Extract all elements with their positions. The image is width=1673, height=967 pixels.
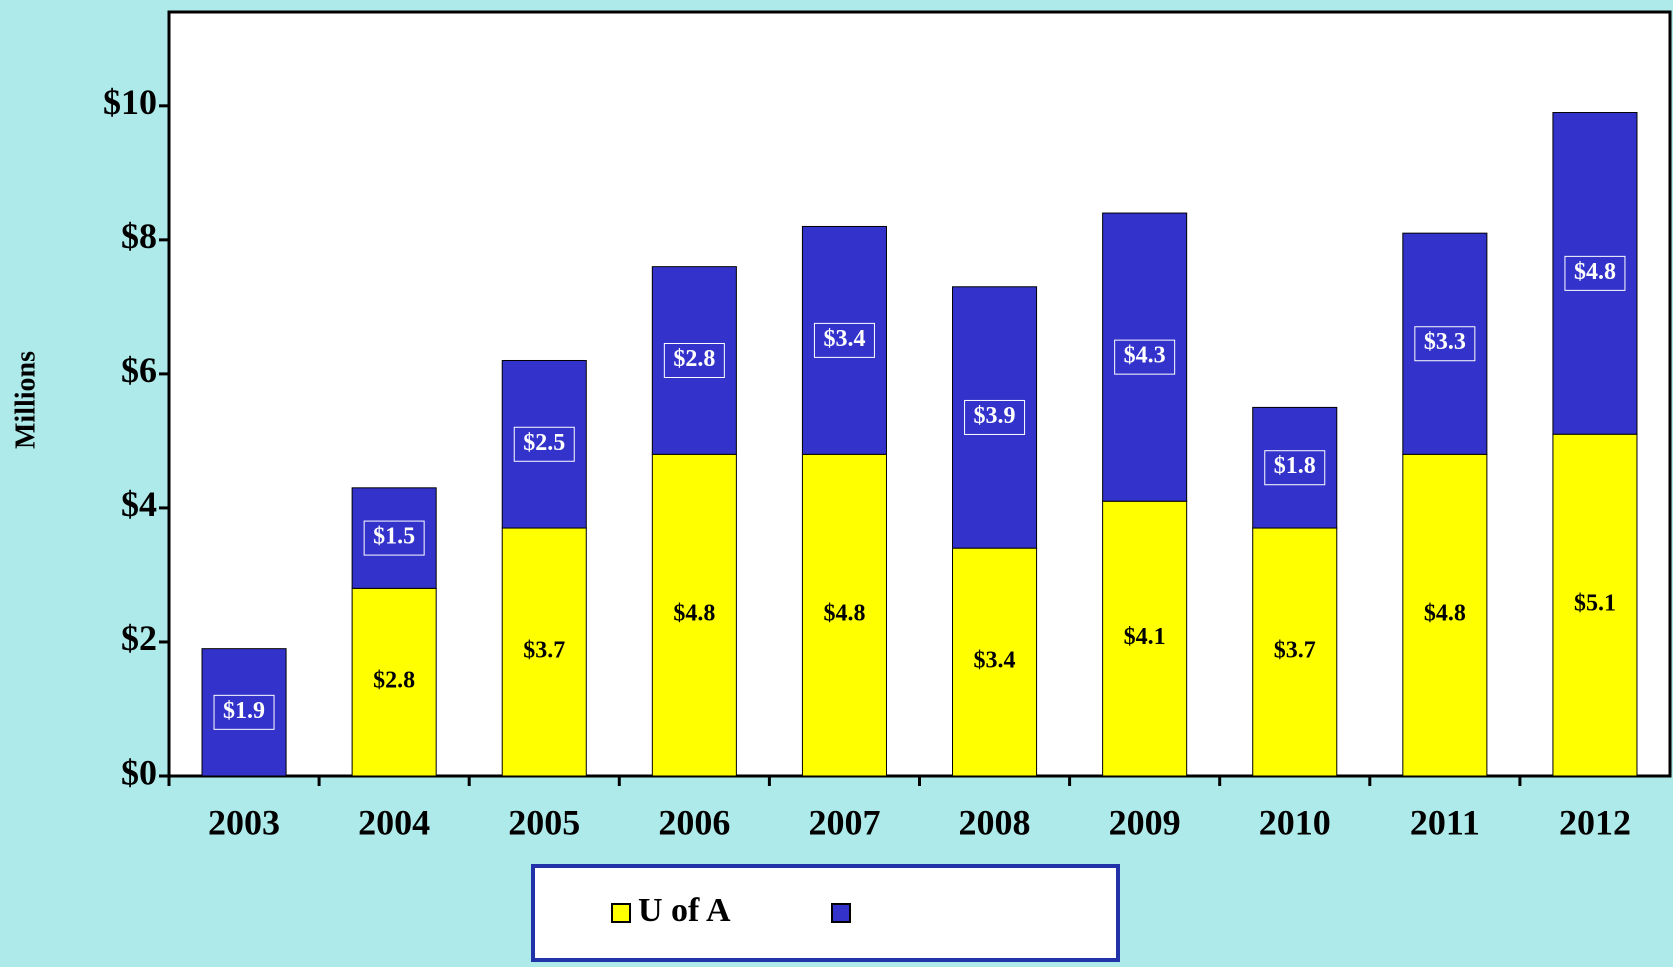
data-label: $4.8 [1574,259,1616,285]
data-label-box [964,399,1026,435]
y-tick-label: $8 [121,216,157,256]
y-tick-label: $10 [103,82,157,122]
data-label: $2.5 [523,430,565,456]
x-tick-label: 2012 [1559,802,1631,842]
x-tick-label: 2006 [658,802,730,842]
y-tick-label: $0 [121,752,157,792]
data-label-box [813,322,875,358]
data-label: $3.4 [823,326,865,352]
y-tick-label: $2 [121,618,157,658]
bar-segment [952,547,1038,777]
data-label: $2.8 [373,668,415,694]
data-label: $4.1 [1124,624,1166,650]
bar-segment [501,527,587,777]
x-tick-label: 2003 [208,802,280,842]
data-label: $3.3 [1424,329,1466,355]
data-label-box [1264,450,1326,486]
legend-swatch [611,903,631,923]
data-label: $1.5 [373,524,415,550]
bar-segment [1252,527,1338,777]
data-label: $3.7 [523,638,565,664]
data-label-box [1414,326,1476,362]
x-tick-label: 2007 [808,802,880,842]
data-label-box [1564,255,1626,291]
bar-segment [801,453,887,777]
data-label: $4.8 [823,601,865,627]
bar-segment [651,453,737,777]
data-label: $5.1 [1574,591,1616,617]
bar-segment [351,587,437,777]
x-tick-label: 2009 [1109,802,1181,842]
data-label: $3.4 [974,648,1016,674]
data-label: $3.9 [974,403,1016,429]
data-label-box [663,342,725,378]
y-tick-label: $6 [121,350,157,390]
data-label-box [363,520,425,556]
x-tick-label: 2008 [959,802,1031,842]
data-label: $1.9 [223,698,265,724]
y-tick-label: $4 [121,484,157,524]
x-tick-label: 2011 [1410,802,1480,842]
x-tick-label: 2010 [1259,802,1331,842]
data-label: $1.8 [1274,453,1316,479]
data-label: $4.8 [673,601,715,627]
data-label: $2.8 [673,346,715,372]
data-label-box [213,694,275,730]
x-tick-label: 2005 [508,802,580,842]
data-label: $4.8 [1424,601,1466,627]
data-label-box [1114,339,1176,375]
legend-swatch [831,903,851,923]
data-label-box [513,426,575,462]
legend-label: U of A [638,892,731,929]
y-axis-label: Millions [10,351,41,449]
x-tick-label: 2004 [358,802,430,842]
data-label: $3.7 [1274,638,1316,664]
data-label: $4.3 [1124,343,1166,369]
